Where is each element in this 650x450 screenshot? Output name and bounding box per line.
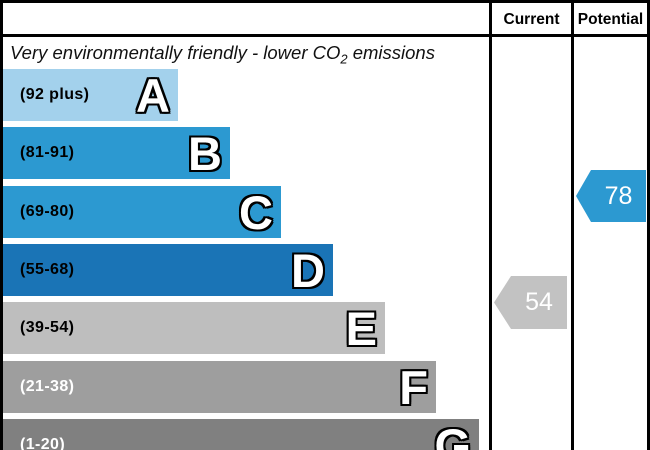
title-text-after: emissions [347, 42, 435, 63]
band-range-label: (39-54) [20, 319, 75, 336]
band-letter: B [188, 126, 222, 180]
band-range-label: (1-20) [20, 436, 66, 450]
band-row-f: (21-38) F [3, 360, 436, 414]
border-top [0, 0, 650, 3]
header-separator [0, 34, 650, 37]
band-letter: F [399, 360, 428, 414]
band-row-e: (39-54) E [3, 301, 385, 355]
band-range-label: (81-91) [20, 144, 75, 161]
chart-title: Very environmentally friendly - lower CO… [10, 42, 480, 67]
band-range-label: (69-80) [20, 203, 75, 220]
title-subscript: 2 [340, 51, 348, 67]
potential-value: 78 [604, 181, 633, 210]
current-value: 54 [525, 288, 553, 316]
band-range-label: (21-38) [20, 378, 75, 395]
current-arrow: 54 [494, 276, 567, 329]
band-letter: A [136, 68, 170, 122]
border-right [647, 0, 650, 450]
band-letter: E [345, 301, 377, 355]
band-range-label: (92 plus) [20, 86, 90, 103]
title-text: Very environmentally friendly - lower CO [10, 42, 341, 63]
band-letter: G [434, 418, 471, 450]
potential-arrow: 78 [576, 170, 646, 222]
band-letter: C [239, 185, 273, 239]
band-letter: D [291, 243, 325, 297]
band-row-b: (81-91) B [3, 126, 230, 180]
band-row-c: (69-80) C [3, 185, 281, 239]
band-range-label: (55-68) [20, 261, 75, 278]
divider-potential-column [571, 0, 574, 450]
band-row-a: (92 plus) A [3, 68, 178, 122]
divider-current-column [489, 0, 492, 450]
header-current-label: Current [503, 11, 560, 28]
band-row-g: (1-20) G [3, 419, 479, 450]
band-row-d: (55-68) D [3, 243, 333, 297]
border-left [0, 0, 3, 450]
header-potential-label: Potential [577, 11, 644, 28]
